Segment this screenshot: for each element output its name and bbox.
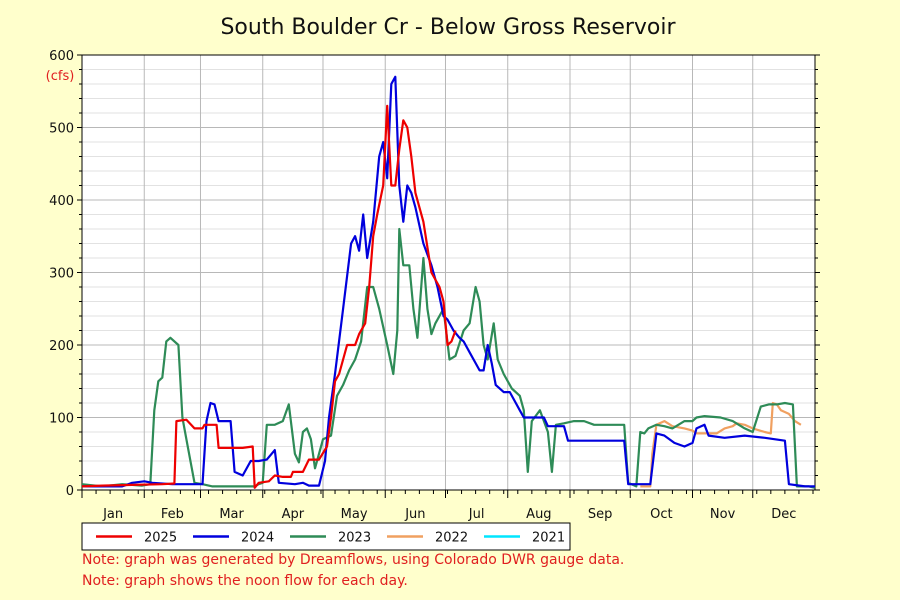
y-tick-label: 0 xyxy=(66,484,74,499)
x-tick-label-aug: Aug xyxy=(526,507,551,522)
y-axis-unit: (cfs) xyxy=(46,69,75,84)
x-tick-label-nov: Nov xyxy=(710,507,736,522)
legend-label-2024: 2024 xyxy=(241,531,274,546)
y-tick-label: 400 xyxy=(49,194,74,209)
x-tick-label-dec: Dec xyxy=(771,507,796,522)
series-line-2023 xyxy=(81,227,816,489)
x-tick-label-oct: Oct xyxy=(650,507,672,522)
legend-label-2022: 2022 xyxy=(435,531,468,546)
y-tick-label: 500 xyxy=(49,122,74,137)
x-tick-label-jul: Jul xyxy=(468,507,485,522)
legend-label-2025: 2025 xyxy=(144,531,177,546)
chart-title: South Boulder Cr - Below Gross Reservoir xyxy=(220,15,676,40)
y-tick-label: 100 xyxy=(49,412,74,427)
x-tick-label-jan: Jan xyxy=(102,507,123,522)
x-tick-label-feb: Feb xyxy=(161,507,184,522)
x-tick-label-jun: Jun xyxy=(404,507,425,522)
series-line-2025 xyxy=(81,104,457,489)
plot-area: 0 100 200 300 400 500 600 Jan Feb Mar Apr May Jun Jul… xyxy=(49,49,820,522)
note-source: Note: graph was generated by Dreamflows,… xyxy=(82,552,625,568)
x-tick-label-may: May xyxy=(341,507,368,522)
series-line-2024 xyxy=(82,75,815,488)
y-tick-label: 600 xyxy=(49,49,74,64)
series-line-2022 xyxy=(640,401,802,488)
legend-label-2021: 2021 xyxy=(532,531,565,546)
legend: 2025 2024 2023 2022 2021 xyxy=(81,522,571,551)
x-tick-label-sep: Sep xyxy=(588,507,613,522)
x-tick-label-apr: Apr xyxy=(282,507,305,522)
x-tick-label-mar: Mar xyxy=(219,507,244,522)
legend-label-2023: 2023 xyxy=(338,531,371,546)
note-noon-flow: Note: graph shows the noon flow for each… xyxy=(82,573,408,589)
y-tick-label: 300 xyxy=(49,267,74,282)
y-tick-label: 200 xyxy=(49,339,74,354)
